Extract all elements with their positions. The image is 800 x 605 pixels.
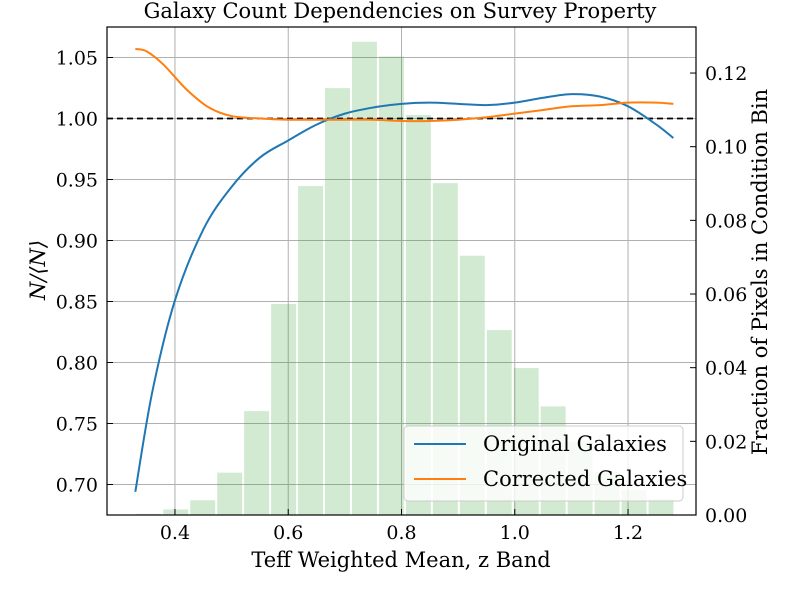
y-tick-label-3: 0.85 [56,292,98,314]
legend: Original Galaxies Corrected Galaxies [403,425,687,502]
histogram-bar-6 [298,186,324,515]
histogram-bar-19 [648,499,674,515]
y-tick-label-7: 1.05 [56,48,98,70]
histogram-bar-9 [378,56,404,516]
y-tick-label-2: 0.80 [56,353,98,375]
axes-layer: 0.4 0.6 0.8 1.0 1.2 0.70 0.75 0.80 0.85 0.90 0.95 1… [56,26,747,544]
x-tick-label-1: 0.6 [273,522,303,544]
x-tick-label-2: 0.8 [386,522,416,544]
histogram-bar-7 [325,88,350,515]
x-tick-label-3: 1.0 [500,522,530,544]
series-line-original [134,93,674,492]
y-tick-label-0: 0.70 [56,475,98,497]
series-line-corrected [135,47,674,123]
histogram-bar-3 [217,472,243,515]
histogram-bar-8 [351,41,377,515]
chart-title: Galaxy Count Dependencies on Survey Prop… [144,0,657,23]
y2-tick-label-0: 0.00 [705,505,747,527]
histogram-bar-2 [190,500,216,515]
y2-tick-label-4: 0.08 [705,210,747,232]
x-axis-title: Teff Weighted Mean, z Band [251,548,550,572]
y-tick-label-1: 0.75 [56,414,98,436]
legend-box [403,425,684,502]
y2-tick-label-3: 0.06 [705,284,747,306]
y2-tick-label-2: 0.04 [705,358,747,380]
y-tick-label-5: 0.95 [56,170,98,192]
legend-label-original: Original Galaxies [483,432,667,456]
legend-label-corrected: Corrected Galaxies [483,467,687,491]
y2-tick-label-1: 0.02 [705,431,747,453]
y-axis-title-right: Fraction of Pixels in Condition Bin [748,89,772,455]
x-tick-label-0: 0.4 [160,522,190,544]
y-tick-label-4: 0.90 [56,231,98,253]
lines-layer [107,47,696,492]
grid-layer [107,27,696,515]
histogram-bar-4 [244,411,270,515]
histogram-bar-1 [163,509,189,515]
y2-tick-label-5: 0.10 [705,137,747,159]
y-axis-title-left: N/⟨N⟩ [26,240,50,301]
histogram-bar-5 [271,303,297,515]
x-tick-label-4: 1.2 [613,522,643,544]
y-tick-label-6: 1.00 [56,109,98,131]
y2-tick-label-6: 0.12 [705,63,747,85]
